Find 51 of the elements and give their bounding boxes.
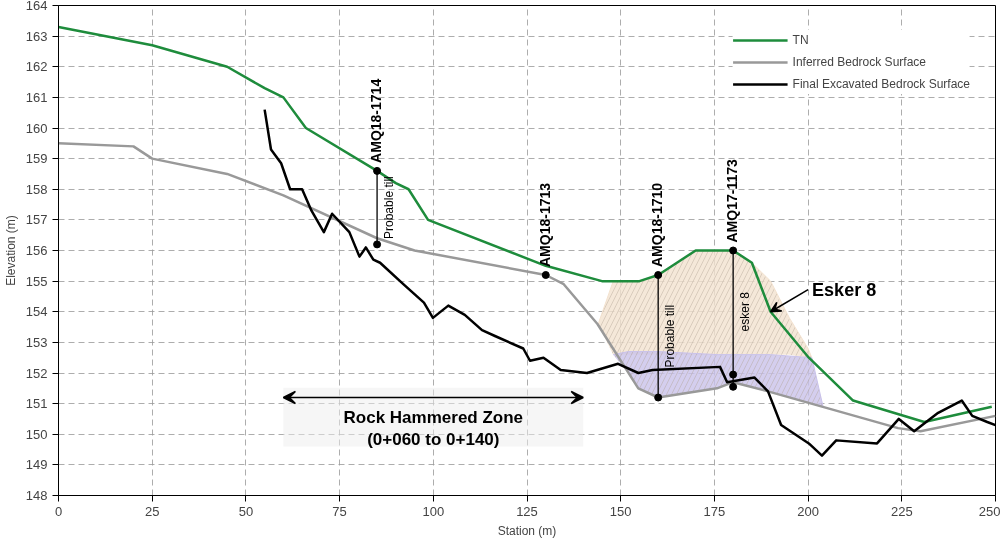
y-tick-label: 161 xyxy=(25,89,48,105)
y-tick-label: 154 xyxy=(25,304,48,320)
x-tick-label: 25 xyxy=(144,503,160,519)
text: AMQ18-1713 xyxy=(536,182,553,267)
x-tick-label: 50 xyxy=(238,503,254,519)
legend-label: TN xyxy=(792,33,810,47)
y-axis-title: Elevation (m) xyxy=(3,215,18,286)
y-tick-label: 153 xyxy=(25,334,48,350)
y-tick-label: 162 xyxy=(25,59,48,75)
y-tick-label: 156 xyxy=(25,243,48,258)
annotation: Esker 8 xyxy=(812,279,877,300)
x-tick-label: 0 xyxy=(54,503,63,519)
x-tick-label: 225 xyxy=(890,503,913,519)
point xyxy=(729,370,738,379)
annotation: Probable till xyxy=(382,176,397,239)
line-series xyxy=(58,25,993,424)
text: AMQ18-1714 xyxy=(368,78,385,163)
y-tick-label: 151 xyxy=(25,396,48,412)
text: AMQ18-1710 xyxy=(649,182,666,267)
text: AMQ17-1173 xyxy=(724,159,741,243)
point xyxy=(729,382,738,391)
y-tick-label: 160 xyxy=(25,120,48,136)
y-tick-label: 149 xyxy=(25,457,48,473)
point xyxy=(373,240,382,249)
point xyxy=(373,166,382,175)
point xyxy=(654,271,663,279)
x-axis-title: Station (m) xyxy=(497,523,557,538)
y-tick-label: 150 xyxy=(25,426,48,442)
x-tick-label: 100 xyxy=(422,503,445,519)
annotation: Probable till xyxy=(663,304,678,368)
point xyxy=(729,246,738,255)
y-tick-label: 157 xyxy=(25,212,48,228)
y-tick-label: 152 xyxy=(25,365,48,381)
band-label: Rock Hammered Zone (0+060 to 0+140) xyxy=(343,407,524,450)
y-tick-label: 148 xyxy=(25,488,48,503)
y-tick-label: 158 xyxy=(25,181,48,197)
x-tick-label: 200 xyxy=(797,503,819,519)
point xyxy=(654,393,663,402)
y-tick-label: 155 xyxy=(25,273,48,289)
x-tick-label: 75 xyxy=(332,503,347,519)
y-tick-label: 159 xyxy=(25,151,48,167)
x-tick-label: 150 xyxy=(609,503,632,519)
x-tick-label: 125 xyxy=(516,503,538,519)
legend-label: Final Excavated Bedrock Surface xyxy=(792,77,970,91)
y-tick-label: 164 xyxy=(25,0,48,13)
point xyxy=(541,271,550,279)
legend-label: Inferred Bedrock Surface xyxy=(792,55,926,69)
x-tick-label: 250 xyxy=(978,503,1001,519)
y-tick-label: 163 xyxy=(25,28,48,44)
x-tick-label: 175 xyxy=(703,503,726,519)
annotation: esker 8 xyxy=(738,291,753,332)
